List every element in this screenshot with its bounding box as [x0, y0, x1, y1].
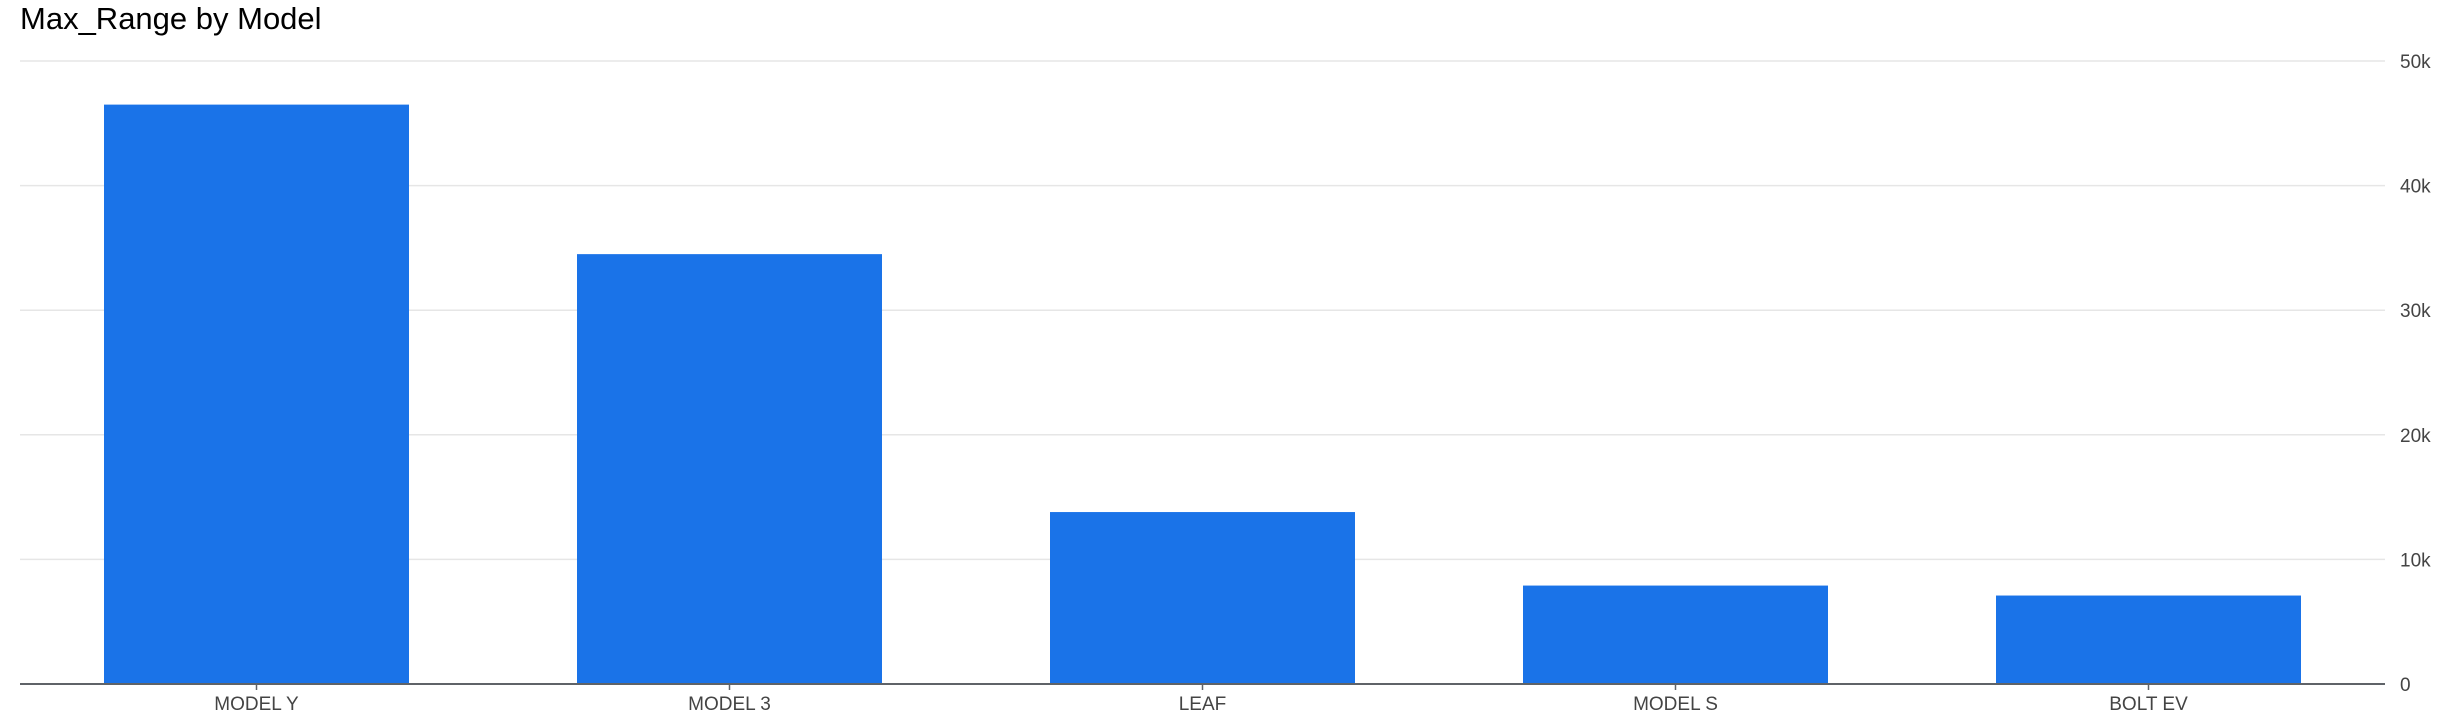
x-tick-label: MODEL S	[1633, 694, 1718, 714]
y-tick-label: 20k	[2400, 426, 2431, 447]
chart-title: Max_Range by Model	[20, 1, 322, 36]
bar	[1050, 512, 1355, 684]
y-tick-label: 30k	[2400, 301, 2431, 322]
gridlines	[20, 60, 2385, 561]
y-tick-label: 40k	[2400, 177, 2431, 198]
x-tick-label: MODEL Y	[214, 694, 299, 714]
x-tick-label: MODEL 3	[688, 694, 771, 714]
y-axis-ticks: 0 10k 20k 30k 40k 50k	[2400, 52, 2431, 696]
y-tick-label: 10k	[2400, 550, 2431, 571]
bar	[577, 254, 882, 684]
x-axis-ticks: MODEL Y MODEL 3 LEAF MODEL S BOLT EV	[214, 684, 2188, 714]
bar	[1996, 595, 2301, 684]
bar	[1523, 585, 1828, 684]
x-tick-label: BOLT EV	[2109, 694, 2188, 714]
bars	[104, 104, 2301, 685]
y-tick-label: 50k	[2400, 52, 2431, 73]
x-tick-label: LEAF	[1179, 694, 1227, 714]
y-tick-label: 0	[2400, 675, 2411, 696]
bar	[104, 104, 409, 685]
